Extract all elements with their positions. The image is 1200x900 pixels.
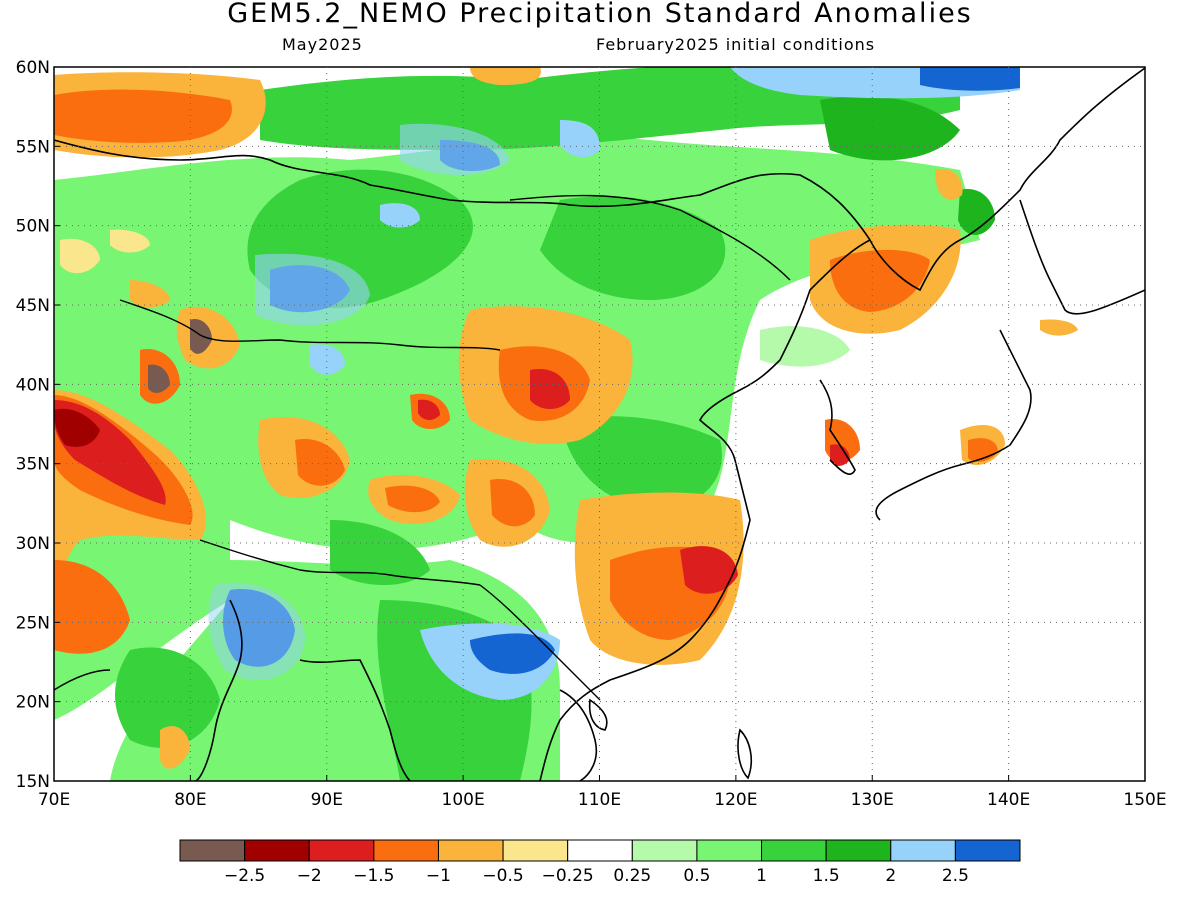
colorbar-label: −1.5 — [353, 866, 394, 886]
colorbar-swatch — [761, 839, 827, 862]
colorbar-label: 1.5 — [813, 866, 840, 886]
colorbar-label: 0.5 — [683, 866, 710, 886]
lat-lon-grid — [53, 66, 1146, 782]
lon-tick-label: 150E — [1123, 790, 1166, 810]
colorbar-swatch — [502, 839, 569, 862]
lon-tick-label: 120E — [714, 790, 757, 810]
colorbar-swatch — [179, 839, 246, 862]
colorbar-label: −2 — [297, 866, 322, 886]
colorbar-label: 2.5 — [942, 866, 969, 886]
initial-conditions: February2025 initial conditions — [596, 35, 876, 54]
forecast-month: May2025 — [282, 35, 363, 54]
lat-tick-label: 30N — [16, 534, 50, 554]
anomaly-field — [54, 67, 1078, 781]
colorbar-label: −1 — [426, 866, 451, 886]
colorbar-swatch — [244, 839, 310, 862]
lat-tick-label: 20N — [16, 693, 50, 713]
lat-tick-label: 60N — [16, 58, 50, 78]
colorbar-swatch — [437, 839, 504, 862]
colorbar-label: 0.25 — [613, 866, 651, 886]
colorbar-label: −2.5 — [224, 866, 265, 886]
colorbar-label: 1 — [756, 866, 767, 886]
colorbar-swatch — [567, 839, 633, 862]
lat-tick-label: 15N — [16, 772, 50, 792]
lat-tick-label: 25N — [16, 613, 50, 633]
lat-tick-label: 55N — [16, 137, 50, 157]
colorbar-label: −0.5 — [482, 866, 523, 886]
colorbar-swatch — [631, 839, 698, 862]
lon-tick-label: 70E — [38, 790, 70, 810]
colorbar-label: −0.25 — [542, 866, 594, 886]
coastlines — [54, 67, 1145, 781]
lon-tick-label: 80E — [174, 790, 206, 810]
lat-tick-label: 40N — [16, 375, 50, 395]
lon-tick-label: 110E — [578, 790, 621, 810]
colorbar-swatch — [954, 839, 1021, 862]
colorbar-swatch — [890, 839, 956, 862]
axis-labels: 70E 80E 90E 100E 110E 120E 130E 140E 150E 60N 55N 5… — [16, 58, 1167, 810]
colorbar-swatch — [825, 839, 892, 862]
lat-tick-label: 35N — [16, 455, 50, 475]
colorbar-swatch — [696, 839, 763, 862]
lon-tick-label: 140E — [987, 790, 1030, 810]
lon-tick-label: 100E — [442, 790, 485, 810]
lon-tick-label: 90E — [311, 790, 343, 810]
lon-tick-label: 130E — [851, 790, 894, 810]
colorbar-label: 2 — [885, 866, 896, 886]
colorbar-swatch — [308, 839, 375, 862]
lat-tick-label: 45N — [16, 296, 50, 316]
lat-tick-label: 50N — [16, 217, 50, 237]
colorbar-swatch — [373, 839, 439, 862]
colorbar: −2.5 −2 −1.5 −1 −0.5 −0.25 0.25 0.5 1 1.5 2 2.5 — [179, 839, 1021, 886]
map-title: GEM5.2_NEMO Precipitation Standard Anoma… — [227, 0, 973, 29]
